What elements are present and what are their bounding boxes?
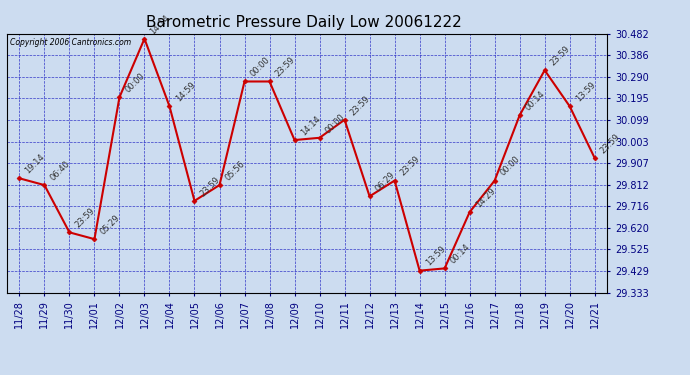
Text: 06:29: 06:29 bbox=[374, 170, 397, 194]
Text: 00:14: 00:14 bbox=[524, 89, 547, 112]
Text: 14:29: 14:29 bbox=[474, 186, 497, 209]
Text: 23:59: 23:59 bbox=[399, 154, 422, 178]
Text: 14:14: 14:14 bbox=[148, 13, 172, 36]
Text: 00:00: 00:00 bbox=[499, 154, 522, 178]
Text: 23:59: 23:59 bbox=[274, 56, 297, 79]
Text: 14:59: 14:59 bbox=[174, 80, 197, 104]
Text: 14:14: 14:14 bbox=[299, 114, 322, 137]
Text: Copyright 2006 Cantronics.com: Copyright 2006 Cantronics.com bbox=[10, 38, 131, 46]
Text: 23:59: 23:59 bbox=[348, 94, 372, 117]
Text: 23:59: 23:59 bbox=[74, 206, 97, 230]
Text: 00:00: 00:00 bbox=[324, 112, 347, 135]
Text: 00:14: 00:14 bbox=[448, 243, 472, 266]
Text: 23:59: 23:59 bbox=[599, 132, 622, 155]
Text: 23:59: 23:59 bbox=[549, 44, 572, 68]
Text: 00:00: 00:00 bbox=[124, 71, 147, 94]
Text: 13:59: 13:59 bbox=[424, 244, 447, 268]
Text: 00:00: 00:00 bbox=[248, 56, 272, 79]
Text: Barometric Pressure Daily Low 20061222: Barometric Pressure Daily Low 20061222 bbox=[146, 15, 462, 30]
Text: 19:14: 19:14 bbox=[23, 152, 47, 176]
Text: 05:56: 05:56 bbox=[224, 159, 247, 182]
Text: 06:40: 06:40 bbox=[48, 159, 72, 182]
Text: 13:59: 13:59 bbox=[574, 80, 597, 104]
Text: 23:59: 23:59 bbox=[199, 175, 222, 198]
Text: 05:29: 05:29 bbox=[99, 213, 121, 236]
